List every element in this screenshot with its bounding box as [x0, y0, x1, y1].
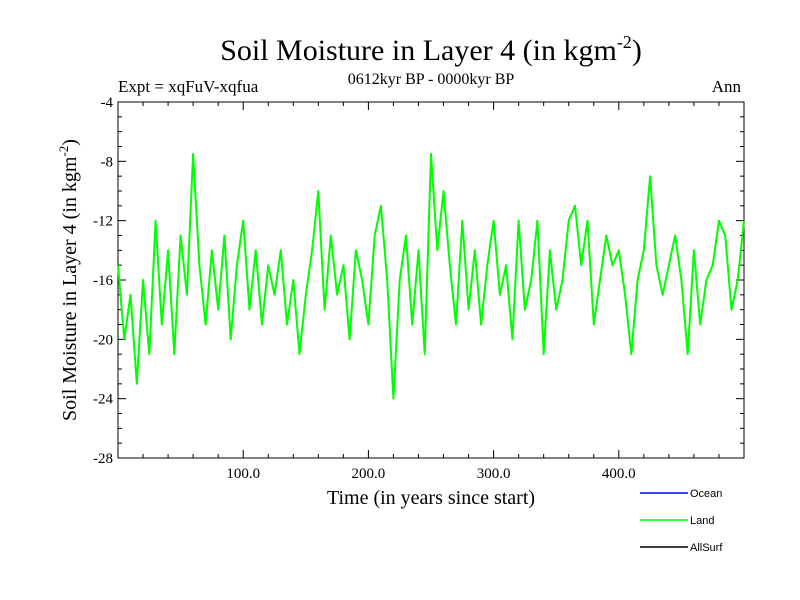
y-tick-label: -28 [93, 451, 113, 467]
legend-label-allsurf: AllSurf [690, 542, 723, 554]
x-tick-label: 400.0 [602, 466, 636, 482]
legend-label-land: Land [690, 515, 714, 527]
legend-label-ocean: Ocean [690, 488, 722, 500]
y-tick-label: -4 [101, 95, 114, 111]
series-line-land [117, 152, 745, 400]
period-subtitle: 0612kyr BP - 0000kyr BP [348, 71, 515, 88]
y-tick-label: -20 [93, 332, 113, 348]
y-tick-label: -8 [101, 154, 114, 170]
x-axis-label: Time (in years since start) [327, 487, 535, 509]
series-lines [117, 152, 745, 400]
axis-ticks: -4 -8 -12 -16 -20 -24 -28 100.0 200.0 300.0 400.0 [93, 95, 744, 482]
x-tick-label: 300.0 [477, 466, 511, 482]
y-tick-label: -12 [93, 214, 113, 230]
experiment-label: Expt = xqFuV-xqfua [118, 77, 259, 96]
x-tick-label: 100.0 [226, 466, 260, 482]
y-axis-label: Soil Moisture in Layer 4 (in kgm-2) [56, 139, 81, 421]
x-tick-label: 200.0 [352, 466, 386, 482]
season-label: Ann [712, 77, 742, 96]
y-tick-label: -16 [93, 273, 113, 289]
chart-title: Soil Moisture in Layer 4 (in kgm-2) [220, 32, 642, 67]
y-tick-label: -24 [93, 392, 113, 408]
legend: Ocean Land AllSurf [640, 488, 723, 554]
